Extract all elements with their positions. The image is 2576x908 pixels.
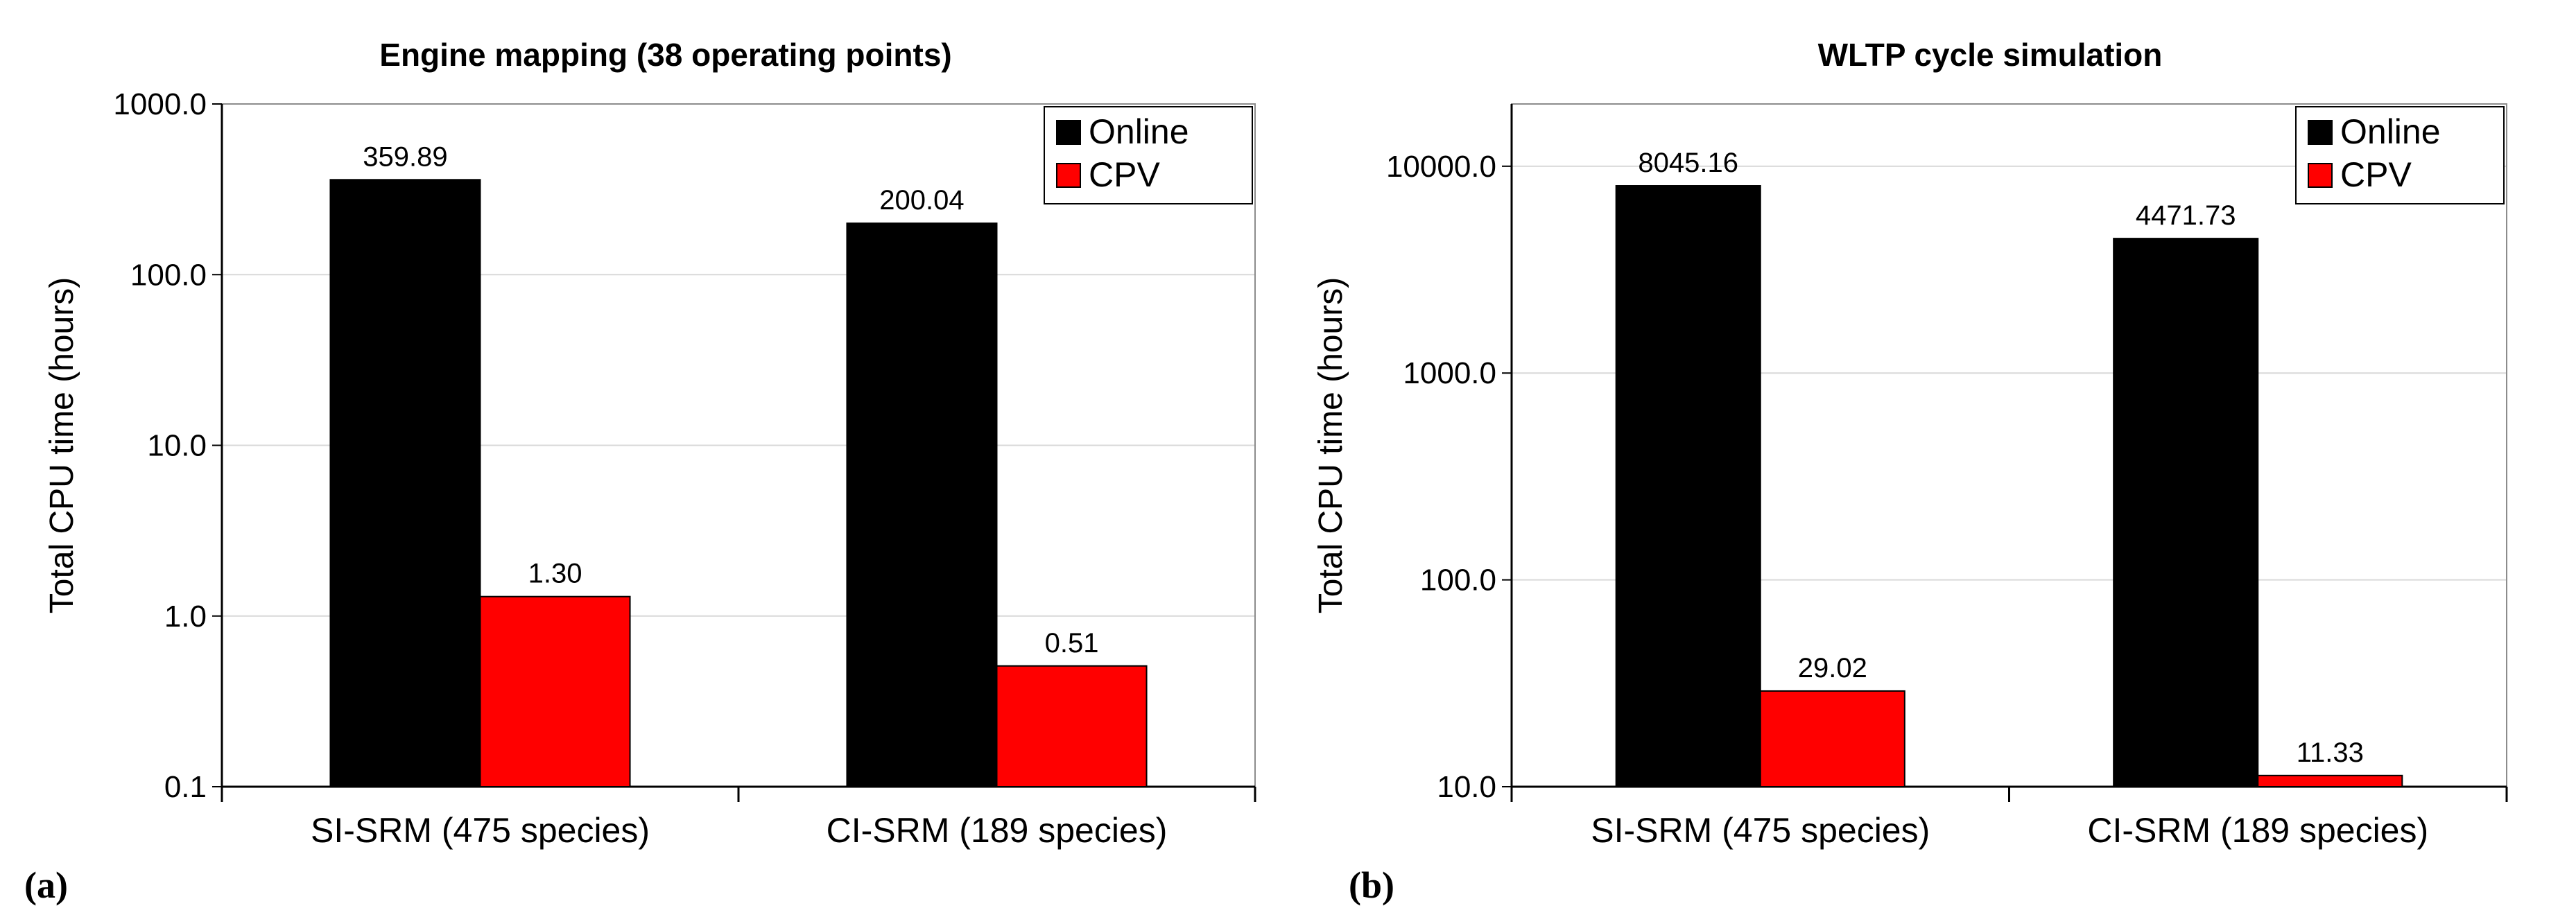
- data-label: 11.33: [2297, 737, 2364, 768]
- legend: Online CPV: [2295, 106, 2505, 204]
- chart-panel-b: WLTP cycle simulation 10.0 100.0 1000.0 1000…: [1313, 37, 2508, 906]
- bar-cpv-2: [996, 665, 1148, 788]
- data-label: 200.04: [879, 185, 964, 216]
- y-tick-label: 10000.0: [1386, 150, 1496, 184]
- panel-label: (b): [1349, 864, 1394, 906]
- panel-label: (a): [24, 864, 68, 906]
- data-label: 8045.16: [1638, 148, 1738, 178]
- y-axis-label: Total CPU time (hours): [1313, 277, 1349, 613]
- chart-title: Engine mapping (38 operating points): [379, 37, 951, 73]
- y-tick-label: 1.0: [164, 600, 207, 634]
- data-label: 1.30: [528, 559, 582, 589]
- legend-label: CPV: [1089, 155, 1160, 194]
- y-tick-label: 10.0: [147, 429, 207, 463]
- bar-online-2: [846, 222, 998, 787]
- legend-swatch-cpv: [2308, 163, 2333, 188]
- y-axis-label: Total CPU time (hours): [44, 277, 80, 613]
- legend: Online CPV: [1044, 106, 1253, 204]
- bar-cpv-2: [2257, 774, 2403, 787]
- data-label: 0.51: [1045, 628, 1099, 658]
- y-tick-label: 100.0: [1420, 564, 1496, 597]
- y-tick-label: 1000.0: [1403, 356, 1496, 390]
- data-label: 4471.73: [2136, 200, 2236, 231]
- bar-cpv-1: [479, 595, 631, 788]
- data-label: 359.89: [363, 141, 447, 172]
- x-category-label: CI-SRM (189 species): [827, 811, 1168, 850]
- y-tick-label: 1000.0: [113, 87, 207, 121]
- chart-title: WLTP cycle simulation: [1818, 37, 2163, 73]
- legend-swatch-online: [1056, 120, 1081, 145]
- x-category-label: CI-SRM (189 species): [2087, 811, 2428, 850]
- legend-label: Online: [2340, 112, 2441, 151]
- x-category-label: SI-SRM (475 species): [311, 811, 650, 850]
- y-tick-label: 100.0: [130, 258, 207, 292]
- legend-swatch-online: [2308, 120, 2333, 145]
- bar-cpv-1: [1759, 690, 1905, 788]
- chart-panel-a: Engine mapping (38 operating points) 0.1 1…: [24, 37, 1256, 906]
- bar-online-1: [329, 179, 481, 787]
- bar-online-2: [2113, 238, 2259, 787]
- data-label: 29.02: [1798, 653, 1867, 683]
- legend-label: Online: [1089, 112, 1189, 151]
- y-tick-label: 10.0: [1437, 770, 1496, 804]
- legend-label: CPV: [2340, 155, 2412, 194]
- x-category-label: SI-SRM (475 species): [1591, 811, 1930, 850]
- bar-online-1: [1615, 185, 1761, 787]
- y-tick-label: 0.1: [164, 770, 207, 804]
- legend-swatch-cpv: [1056, 163, 1081, 188]
